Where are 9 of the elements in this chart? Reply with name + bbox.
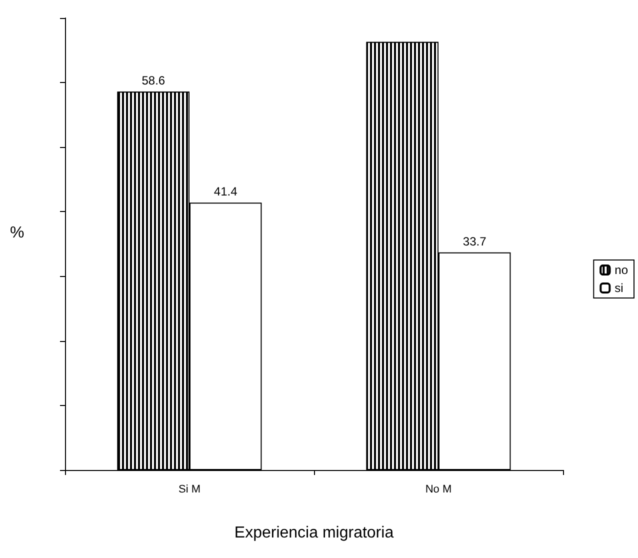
x-axis-title: Experiencia migratoria	[234, 524, 394, 542]
data-label: 33.7	[462, 234, 487, 248]
legend-label: si	[614, 281, 624, 295]
y-axis-title: %	[10, 224, 24, 242]
x-tick-label: No M	[425, 484, 452, 496]
data-label: 58.6	[142, 74, 166, 88]
x-tick-label: Si M	[178, 484, 200, 496]
legend-label: no	[614, 263, 628, 277]
data-label: 41.4	[214, 184, 238, 199]
